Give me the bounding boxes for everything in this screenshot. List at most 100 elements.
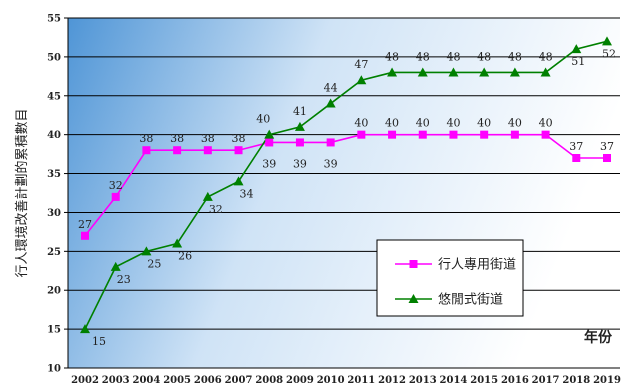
data-label: 40 [385, 117, 399, 130]
data-label: 40 [539, 117, 553, 130]
x-tick-label: 2007 [225, 375, 253, 386]
x-tick-label: 2017 [532, 375, 560, 386]
plot-area [68, 18, 620, 368]
data-point-triangle [110, 261, 121, 271]
data-label: 40 [446, 117, 460, 130]
x-tick-label: 2004 [132, 375, 160, 386]
y-tick-label: 35 [47, 169, 61, 180]
data-point-triangle [264, 129, 275, 139]
data-point-triangle [294, 121, 305, 131]
data-point-square [326, 138, 335, 147]
data-label: 38 [201, 132, 215, 145]
data-point-square [81, 231, 89, 240]
data-point-triangle [417, 67, 428, 77]
y-tick-label: 30 [47, 208, 61, 219]
y-tick-label: 20 [47, 286, 61, 297]
data-point-square [295, 138, 304, 147]
x-tick-label: 2009 [286, 375, 314, 386]
axes: 10 15 20 25 30 35 40 45 50 55 2002 2003 2004 2005 2006… [47, 14, 621, 387]
data-label: 38 [232, 132, 246, 145]
data-point-square [142, 146, 151, 155]
data-label: 40 [477, 117, 491, 130]
legend-item-leisure-street: 悠閒式街道 [395, 293, 503, 308]
data-point-triangle [540, 67, 551, 77]
x-tick-label: 2012 [378, 375, 406, 386]
x-tick-label: 2008 [255, 375, 283, 386]
data-point-triangle [202, 191, 213, 201]
data-label: 39 [262, 157, 276, 170]
x-tick-label: 2018 [562, 375, 590, 386]
data-point-triangle [571, 44, 582, 54]
data-label: 48 [385, 50, 399, 63]
data-point-square [265, 138, 274, 147]
data-point-square [541, 130, 550, 139]
x-tick-label: 2013 [409, 375, 437, 386]
data-point-square [480, 130, 489, 139]
data-point-triangle [80, 324, 90, 334]
data-point-square [357, 130, 366, 139]
data-label: 48 [446, 50, 460, 63]
y-tick-label: 10 [47, 364, 61, 375]
data-label: 34 [240, 187, 254, 200]
data-label: 32 [209, 203, 223, 216]
legend: 行人專用街道 悠閒式街道 [376, 239, 524, 317]
data-point-square [418, 130, 427, 139]
gridlines [68, 17, 620, 330]
data-label: 32 [109, 179, 123, 192]
data-point-triangle [325, 98, 336, 108]
x-tick-label: 2006 [194, 375, 222, 386]
x-tick-label: 2015 [470, 375, 498, 386]
legend-label: 行人專用街道 [438, 258, 516, 273]
data-label: 26 [178, 250, 192, 263]
data-label: 40 [354, 117, 368, 130]
data-label: 23 [117, 273, 131, 286]
legend-item-pedestrian-street: 行人專用街道 [395, 258, 516, 273]
data-label: 39 [293, 157, 307, 170]
data-label: 41 [293, 105, 307, 118]
x-tick-label: 2016 [501, 375, 529, 386]
legend-box [376, 239, 524, 317]
y-tick-label: 55 [47, 14, 61, 25]
data-label: 38 [139, 132, 153, 145]
data-label: 44 [324, 82, 338, 95]
x-tick-label: 2002 [71, 375, 99, 386]
data-label: 40 [256, 113, 270, 126]
y-tick-label: 45 [47, 91, 61, 102]
data-point-triangle [233, 176, 244, 186]
data-point-square [603, 154, 611, 162]
data-label: 15 [92, 335, 106, 348]
data-point-triangle [356, 75, 367, 85]
triangle-marker-icon [408, 294, 419, 303]
x-tick-label: 2005 [163, 375, 191, 386]
data-point-square [173, 146, 182, 155]
data-label: 37 [600, 140, 614, 153]
data-point-triangle [509, 67, 520, 77]
y-tick-label: 50 [47, 52, 61, 63]
data-label: 38 [170, 132, 184, 145]
series-line-leisure-street [84, 40, 608, 330]
data-label: 48 [477, 50, 491, 63]
series-layer [80, 36, 612, 334]
data-point-triangle [141, 246, 152, 256]
data-point-triangle [448, 67, 459, 77]
square-marker-icon [409, 260, 418, 268]
data-label: 52 [602, 47, 616, 60]
data-label: 25 [147, 257, 161, 270]
data-label: 39 [324, 157, 338, 170]
x-tick-label: 2011 [347, 375, 375, 386]
data-label: 48 [416, 50, 430, 63]
data-label: 40 [416, 117, 430, 130]
x-axis-unit-label: 年份 [584, 329, 613, 346]
series-line-pedestrian-street [84, 133, 607, 237]
data-label: 48 [508, 50, 522, 63]
data-point-square [234, 146, 243, 155]
data-point-triangle [479, 67, 490, 77]
y-axis-label: 行人環境改善計劃的累積數目 [14, 108, 30, 277]
data-point-triangle [602, 36, 612, 46]
data-label: 48 [539, 50, 553, 63]
data-point-square [388, 130, 397, 139]
data-label: 47 [354, 58, 368, 71]
data-label: 51 [571, 55, 585, 68]
data-label: 27 [78, 218, 92, 231]
